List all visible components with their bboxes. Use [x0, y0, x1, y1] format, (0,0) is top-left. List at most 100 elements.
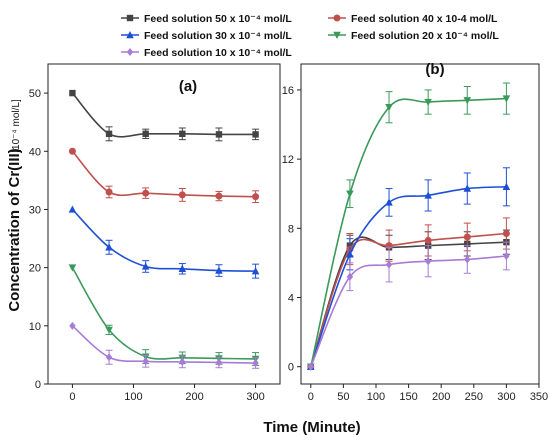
x-tick-label: 100 [124, 391, 142, 403]
x-tick-label: 200 [432, 391, 450, 403]
series-4 [306, 82, 511, 371]
series-line [71, 325, 256, 364]
series-3 [306, 167, 511, 370]
data-point [215, 131, 223, 138]
data-point [105, 130, 113, 138]
data-point [424, 191, 432, 199]
y-tick-label: 50 [29, 88, 41, 100]
data-point [179, 357, 186, 366]
data-point [346, 272, 354, 281]
y-tick-label: 30 [29, 204, 41, 216]
series-line [310, 236, 507, 367]
y-axis-unit: [10⁻⁴ mol/L] [11, 99, 22, 153]
x-tick-label: 150 [399, 391, 417, 403]
series-line [71, 150, 256, 198]
data-point [424, 236, 432, 244]
data-point [346, 190, 354, 198]
data-point [463, 233, 471, 241]
legend-label: Feed solution 50 x 10⁻⁴ mol/L [144, 13, 292, 25]
panel-label: (b) [425, 61, 444, 78]
data-point [385, 104, 393, 112]
x-tick-label: 300 [497, 391, 515, 403]
data-point [385, 260, 393, 269]
series-1 [69, 89, 260, 142]
x-tick-label: 100 [367, 391, 385, 403]
y-tick-label: 40 [29, 146, 41, 158]
data-point [252, 131, 259, 138]
data-point [105, 326, 113, 334]
data-point [142, 189, 150, 197]
legend-entry: Feed solution 10 x 10⁻⁴ mol/L [121, 47, 292, 59]
data-point [105, 353, 113, 362]
y-tick-label: 0 [35, 379, 41, 391]
data-point [142, 130, 149, 138]
data-point [68, 264, 77, 272]
panel-a: 0 100 200 300 0 10 20 30 40 50 (a) [29, 63, 281, 403]
data-point [215, 192, 223, 200]
x-tick-label: 250 [465, 391, 483, 403]
series-5 [307, 241, 510, 371]
legend-label: Feed solution 10 x 10⁻⁴ mol/L [144, 47, 292, 59]
data-point [105, 243, 113, 251]
series-line [310, 186, 507, 367]
data-point [503, 252, 510, 260]
panel-label: (a) [179, 78, 197, 95]
data-point [141, 262, 150, 270]
x-tick-label: 0 [308, 391, 314, 403]
data-point [252, 359, 259, 368]
data-point [215, 358, 223, 367]
x-tick-label: 50 [337, 391, 349, 403]
data-point [502, 182, 511, 191]
legend-label: Feed solution 40 x 10-4 mol/L [351, 13, 498, 25]
y-tick-label: 4 [288, 293, 294, 305]
data-point [142, 357, 149, 366]
x-tick-label: 300 [246, 391, 264, 403]
y-tick-label: 16 [282, 85, 294, 97]
data-point [251, 267, 260, 275]
data-point [105, 188, 113, 196]
y-tick-label: 12 [282, 154, 294, 166]
legend-entry: Feed solution 30 x 10⁻⁴ mol/L [121, 30, 292, 42]
y-tick-label: 8 [288, 223, 294, 235]
plot-frame [47, 63, 281, 385]
x-axis-title: Time (Minute) [263, 419, 360, 436]
plot-frame [300, 63, 540, 385]
legend-label: Feed solution 30 x 10⁻⁴ mol/L [144, 30, 292, 42]
panel-b: 0 50 100 150 200 250 300 350 0 4 8 12 16 (b) [282, 61, 548, 403]
data-point [463, 97, 472, 105]
data-point [215, 266, 223, 274]
series-line [71, 92, 256, 138]
data-point [68, 147, 76, 155]
data-point [178, 264, 187, 272]
legend-marker [333, 14, 341, 22]
legend-entry: Feed solution 50 x 10⁻⁴ mol/L [121, 13, 292, 25]
y-tick-label: 20 [29, 263, 41, 275]
data-point [69, 321, 76, 330]
data-point [385, 198, 393, 206]
data-point [179, 130, 186, 138]
x-tick-label: 0 [69, 391, 75, 403]
data-point [252, 193, 260, 201]
legend-entry: Feed solution 40 x 10-4 mol/L [328, 13, 498, 25]
data-point [502, 230, 510, 238]
series-2 [68, 147, 260, 203]
x-tick-label: 350 [530, 391, 548, 403]
legend-entry: Feed solution 20 x 10⁻⁴ mol/L [328, 30, 499, 42]
series-line [310, 97, 507, 367]
legend-marker [126, 48, 134, 56]
legend-marker [333, 31, 341, 39]
legend-marker [126, 31, 134, 39]
data-point [68, 205, 77, 213]
series-4 [68, 264, 260, 366]
data-point [424, 98, 432, 107]
legend-label: Feed solution 20 x 10⁻⁴ mol/L [351, 30, 499, 42]
data-point [307, 362, 314, 371]
series-line [71, 208, 256, 272]
series-line [71, 267, 256, 360]
legend: Feed solution 50 x 10⁻⁴ mol/L Feed soluti… [121, 13, 499, 59]
y-tick-label: 10 [29, 321, 41, 333]
y-tick-label: 0 [288, 362, 294, 374]
data-point [178, 191, 186, 199]
legend-marker [126, 14, 134, 22]
